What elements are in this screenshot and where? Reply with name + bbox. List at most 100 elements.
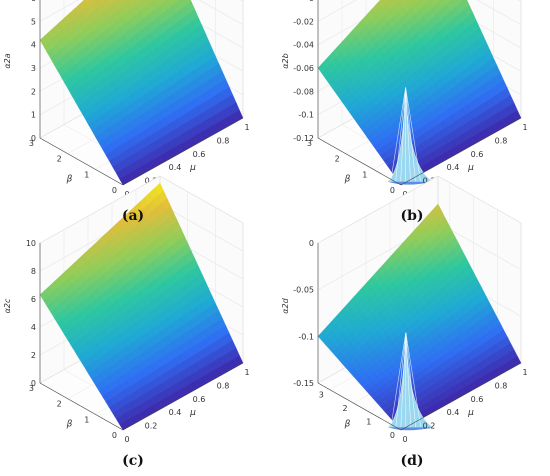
y-axis-label: β (344, 420, 351, 430)
y-tick-label: 3 (29, 384, 34, 393)
z-axis-label: α2a (3, 53, 12, 68)
x-tick-label: 0 (402, 435, 407, 444)
spike-line (405, 332, 417, 428)
surface-patch (384, 0, 390, 4)
y-tick-label: 0 (390, 431, 395, 440)
y-tick-label: 0 (112, 186, 117, 195)
x-tick-label: 1 (522, 123, 527, 132)
spike-line (390, 332, 407, 428)
z-tick-label: -0.06 (293, 64, 314, 73)
x-tick-label: 1 (244, 123, 249, 132)
x-tick-label: 0.4 (447, 408, 460, 417)
y-tick-label: 2 (57, 400, 62, 409)
x-tick-label: 0.2 (145, 422, 158, 431)
spike-line (405, 332, 412, 428)
z-tick-label: 0 (309, 239, 314, 248)
y-axis-line (317, 382, 402, 431)
spike-b (387, 87, 434, 185)
spike-line (405, 332, 422, 428)
caption-b: (b) (400, 208, 424, 224)
y-tick-label: 2 (57, 155, 62, 164)
surface-c (39, 182, 244, 431)
x-tick-label: 0.6 (193, 395, 206, 404)
y-tick-label: 0 (390, 186, 395, 195)
surface-a (39, 0, 244, 186)
z-tick-label: 4 (31, 41, 36, 50)
z-tick-label: 4 (31, 323, 36, 332)
x-tick-label: 0.8 (217, 136, 230, 145)
y-tick-label: 1 (84, 170, 89, 179)
z-tick-label: -0.04 (293, 41, 314, 50)
spike-d (387, 332, 434, 431)
z-tick-label: -0.1 (298, 111, 314, 120)
spike-line (405, 87, 411, 182)
x-axis-label: μ (467, 408, 474, 418)
x-tick-label: 1 (244, 368, 249, 377)
x-tick-label: 0.4 (169, 163, 182, 172)
y-tick-label: 1 (84, 415, 89, 424)
y-axis-label: β (66, 420, 73, 430)
x-axis-line (122, 117, 244, 186)
z-tick-label: -0.1 (298, 332, 314, 341)
x-tick-label: 0.2 (423, 422, 436, 431)
x-axis-line (400, 117, 522, 186)
spike-line (405, 87, 421, 182)
z-tick-label: 2 (31, 87, 36, 96)
z-tick-label: 5 (31, 17, 36, 26)
z-tick-label: -0.05 (293, 286, 314, 295)
z-tick-label: 0 (31, 134, 36, 143)
panel-b: 00.20.40.60.810123-0.12-0.1-0.08-0.06-0.… (281, 0, 528, 199)
z-tick-label: 6 (31, 295, 36, 304)
z-tick-label: 10 (26, 239, 36, 248)
spike-line (400, 87, 406, 182)
y-tick-label: 3 (307, 139, 312, 148)
x-tick-label: 0.8 (495, 381, 508, 390)
z-tick-label: 1 (31, 111, 36, 120)
z-tick-label: 2 (31, 351, 36, 360)
x-axis-label: μ (189, 408, 196, 418)
y-tick-label: 1 (366, 418, 371, 427)
spike-line (395, 332, 407, 428)
x-tick-label: 0.6 (471, 150, 484, 159)
z-tick-label: -0.02 (293, 17, 314, 26)
z-axis-label: α2b (281, 53, 290, 68)
x-tick-label: 0.4 (447, 163, 460, 172)
y-tick-label: 2 (342, 404, 347, 413)
spike-base (387, 427, 434, 431)
x-tick-label: 0.4 (169, 408, 182, 417)
y-tick-label: 3 (319, 391, 324, 400)
z-tick-label: -0.15 (293, 379, 314, 388)
panel-d: 0 0.2 0.4 0.6 0.8 1 0 1 2 3 -0.15 -0.1 -0.05 0 μ β α2d (281, 175, 528, 444)
z-tick-label: 0 (309, 0, 314, 3)
z-axis-label: α2c (3, 298, 12, 313)
y-tick-label: 0 (112, 431, 117, 440)
z-tick-label: 3 (31, 64, 36, 73)
y-tick-label: 2 (335, 155, 340, 164)
z-tick-label: 6 (31, 0, 36, 3)
x-tick-label: 1 (522, 368, 527, 377)
x-axis-label: μ (189, 163, 196, 173)
spike-line (400, 332, 407, 428)
x-tick-label: 0.8 (217, 381, 230, 390)
z-tick-label: -0.12 (293, 134, 314, 143)
x-tick-label: 0 (124, 435, 129, 444)
panel-a: 00.20.40.60.8101230123456μβα2a (3, 0, 250, 199)
z-axis-label: α2d (281, 297, 290, 313)
surface-d (317, 203, 522, 431)
caption-c: (c) (122, 453, 144, 469)
y-tick-label: 3 (29, 139, 34, 148)
y-axis-label: β (66, 175, 73, 185)
spike-line (405, 87, 416, 182)
y-axis-label: β (344, 175, 351, 185)
caption-d: (d) (400, 453, 424, 469)
z-tick-label: 8 (31, 267, 36, 276)
x-axis-label: μ (467, 163, 474, 173)
y-tick-label: 1 (362, 170, 367, 179)
x-axis-line (400, 362, 522, 431)
caption-a: (a) (121, 208, 145, 224)
z-tick-label: -0.08 (293, 87, 314, 96)
y-axis-line (39, 137, 124, 186)
z-tick-label: 0 (31, 379, 36, 388)
